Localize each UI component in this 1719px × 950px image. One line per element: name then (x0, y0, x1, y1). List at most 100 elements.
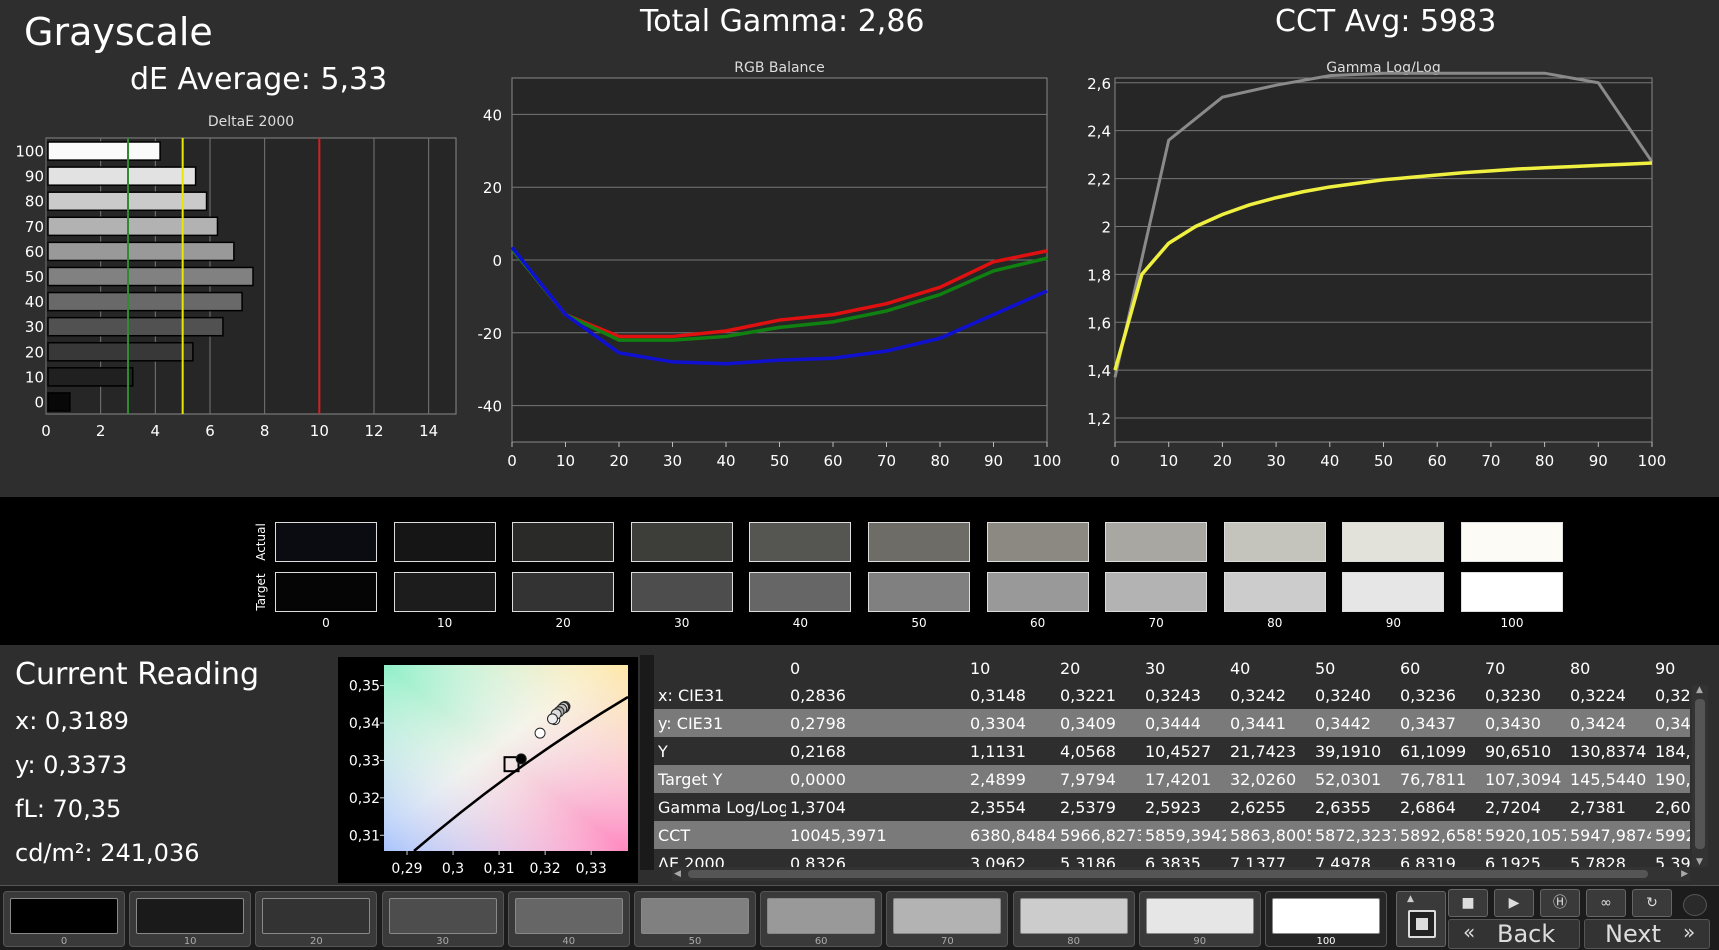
level-button-70[interactable]: 70 (886, 891, 1009, 947)
actual-swatch (275, 522, 377, 562)
horizontal-scrollbar[interactable]: ◀ ▶ (672, 867, 1690, 881)
table-cell: 0,3216 (1655, 685, 1690, 705)
table-cell: 130,8374 (1570, 741, 1647, 761)
deltae-bar (47, 216, 219, 237)
rgb-balance-chart: RGB Balance 40 20 0 -20 -40 0 10 20 30 40 50 60 70 80 9… (478, 60, 1062, 470)
gamma-xtick: 50 (1374, 452, 1393, 470)
scroll-up-icon[interactable]: ▲ (1696, 685, 1703, 695)
deltae-bar (47, 166, 197, 186)
table-cell: 2,4899 (970, 769, 1026, 789)
target-row-label: Target (254, 573, 268, 611)
table-header-cell: 20 (1060, 658, 1081, 678)
table-row-label: Gamma Log/Log (658, 797, 786, 817)
actual-swatch (749, 522, 852, 562)
next-button[interactable]: Next » (1584, 919, 1710, 949)
gamma-xtick: 70 (1481, 452, 1500, 470)
gamma-ytick: 2,4 (1087, 123, 1111, 141)
level-button-40[interactable]: 40 (507, 891, 630, 947)
level-label: 80 (1067, 936, 1080, 947)
level-button-80[interactable]: 80 (1012, 891, 1135, 947)
table-cell: 0,3442 (1315, 713, 1371, 733)
table-cell: 0,3441 (1230, 713, 1286, 733)
level-swatch (1272, 898, 1380, 934)
rgb-xtick: 90 (984, 452, 1003, 470)
cie-point (534, 727, 546, 739)
table-cell: 5,3186 (1060, 853, 1116, 868)
deltae-level-label: 100 (15, 143, 44, 161)
target-swatch (512, 572, 615, 612)
table-cell: 0,3236 (1400, 685, 1456, 705)
table-cell: 61,1099 (1400, 741, 1467, 761)
actual-swatch (868, 522, 970, 562)
table-cell: 2,5923 (1145, 797, 1201, 817)
cie-xtick: 0,33 (576, 861, 607, 877)
table-row: Gamma Log/Log 1,3704 2,3554 2,5379 2,5923 2,6… (654, 793, 1690, 821)
table-cell: 184,2378 (1655, 741, 1690, 761)
swatch-level-label: 70 (1148, 616, 1164, 630)
gamma-ytick: 2,6 (1087, 75, 1111, 93)
options-button[interactable] (1683, 894, 1707, 916)
table-row: x: CIE31 0,2836 0,3148 0,3221 0,3243 0,3242 0,… (654, 681, 1690, 709)
play-button[interactable]: ▶ (1494, 889, 1534, 917)
target-swatch (986, 572, 1089, 612)
loop-button[interactable]: ∞ (1586, 889, 1626, 917)
level-button-90[interactable]: 90 (1138, 891, 1261, 947)
scroll-right-icon[interactable]: ▶ (1681, 869, 1688, 879)
table-row: Target Y 0,0000 2,4899 7,9794 17,4201 32,0260… (654, 765, 1690, 793)
level-button-50[interactable]: 50 (634, 891, 756, 947)
table-header-cell: 30 (1145, 658, 1166, 678)
level-button-0[interactable]: 0 (3, 891, 125, 947)
rgb-xtick: 80 (930, 452, 949, 470)
table-cell: 10045,3971 (790, 825, 887, 845)
vertical-scrollbar[interactable]: ▲ ▼ (1692, 685, 1708, 867)
stop-square-icon (1408, 910, 1436, 938)
gamma-ytick: 1,2 (1087, 410, 1111, 428)
table-cell: 0,3221 (1060, 685, 1116, 705)
table-cell: 6,3835 (1145, 853, 1201, 868)
measure-toggle-button[interactable]: ▲ (1396, 891, 1446, 947)
level-button-20[interactable]: 20 (255, 891, 378, 947)
target-swatch (1461, 572, 1563, 612)
level-button-100[interactable]: 100 (1265, 891, 1387, 947)
table-cell: 76,7811 (1400, 769, 1467, 789)
cie-ytick: 0,31 (349, 828, 380, 844)
table-header-cell (654, 655, 786, 681)
deltae-level-label: 40 (25, 293, 44, 311)
table-row: y: CIE31 0,2798 0,3304 0,3409 0,3444 0,3441 0,… (654, 709, 1690, 737)
back-button[interactable]: « Back (1448, 919, 1580, 949)
level-swatch (136, 898, 245, 934)
rgb-xtick: 30 (663, 452, 682, 470)
de-average: dE Average: 5,33 (130, 62, 388, 97)
level-button-30[interactable]: 30 (381, 891, 504, 947)
deltae-xtick: 2 (96, 422, 106, 440)
table-cell: 0,3430 (1485, 713, 1541, 733)
rgb-xtick: 60 (823, 452, 842, 470)
level-button-60[interactable]: 60 (760, 891, 883, 947)
vertical-scroll-thumb[interactable] (1695, 699, 1705, 849)
table-cell: 3,0962 (970, 853, 1026, 868)
deltae-bar (47, 316, 224, 337)
stop-button[interactable]: ■ (1448, 889, 1488, 917)
scroll-down-icon[interactable]: ▼ (1696, 857, 1703, 867)
horizontal-scroll-thumb[interactable] (688, 870, 1648, 878)
scroll-left-icon[interactable]: ◀ (674, 869, 681, 879)
deltae-xtick: 10 (310, 422, 329, 440)
level-button-10[interactable]: 10 (129, 891, 252, 947)
rgb-ytick: 0 (492, 252, 502, 270)
target-swatch (868, 572, 970, 612)
deltae-xtick: 0 (41, 422, 51, 440)
table-cell: 21,7423 (1230, 741, 1297, 761)
gamma-ytick: 1,4 (1087, 362, 1111, 380)
deltae-level-label: 80 (25, 193, 44, 211)
level-label: 90 (1193, 936, 1207, 947)
actual-swatch (1105, 522, 1208, 562)
gamma-xtick: 20 (1213, 452, 1232, 470)
hold-button[interactable]: Ⓗ (1540, 889, 1580, 917)
table-cell: 0,2836 (790, 685, 846, 705)
table-cell: 39,1910 (1315, 741, 1382, 761)
table-cell: 5892,6585 (1400, 825, 1481, 845)
table-cell: 2,7381 (1570, 797, 1626, 817)
refresh-button[interactable]: ↻ (1632, 889, 1672, 917)
